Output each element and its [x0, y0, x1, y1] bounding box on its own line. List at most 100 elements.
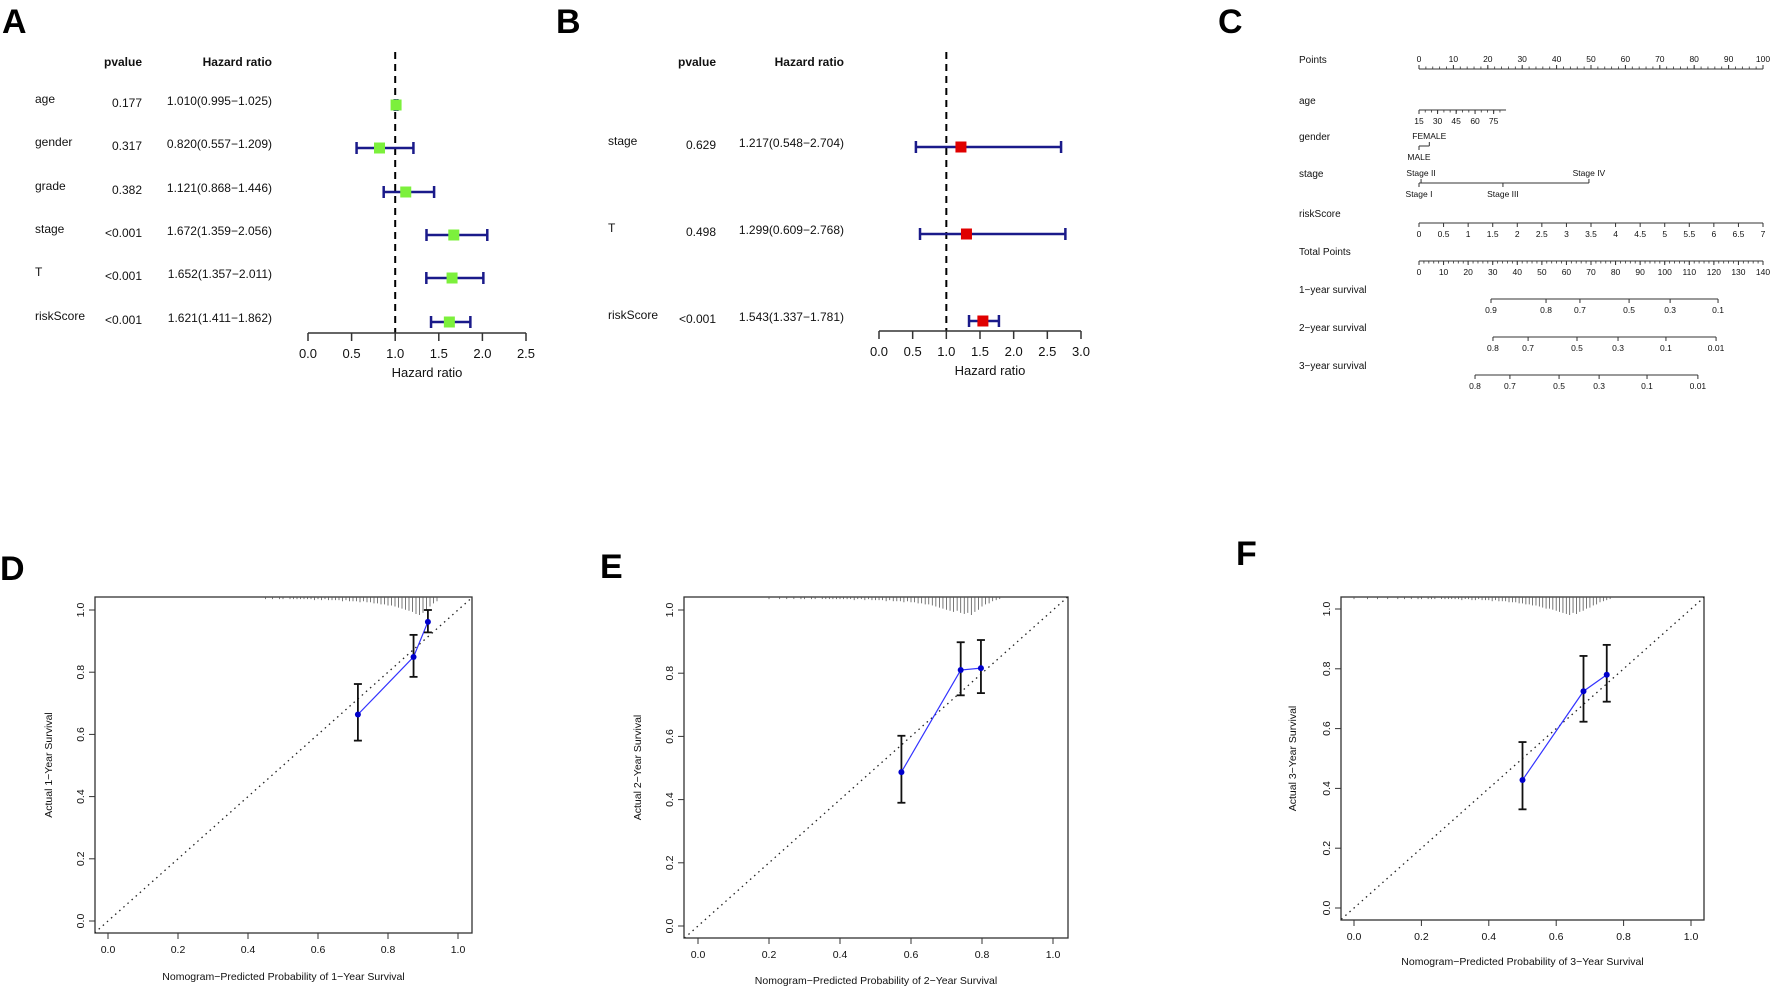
tick-label: 30 [1488, 267, 1498, 277]
x-axis-title: Nomogram−Predicted Probability of 2−Year… [755, 975, 997, 987]
x-axis-title: Nomogram−Predicted Probability of 3−Year… [1401, 956, 1643, 968]
tick-label: 0.5 [1571, 343, 1583, 353]
tick-label: 4.5 [1634, 229, 1646, 239]
x-tick-label: 0.0 [870, 344, 888, 359]
x-tick-label: 0.5 [904, 344, 922, 359]
variable-label: T [35, 265, 43, 279]
tick-label: 100 [1658, 267, 1672, 277]
tick-label: MALE [1407, 152, 1430, 162]
tick-label: 0.7 [1522, 343, 1534, 353]
forest-plot-univariate: pvalue Hazard ratio age 0.177 1.010(0.995−1.… [35, 52, 535, 380]
tick-label: 50 [1537, 267, 1547, 277]
tick-label: 30 [1517, 54, 1527, 64]
variable-label: riskScore [35, 309, 85, 323]
tick-label: Stage II [1406, 168, 1435, 178]
x-tick-label: 2.0 [473, 346, 491, 361]
tick-label: Stage IV [1573, 168, 1606, 178]
hazard-ratio-marker [374, 142, 386, 154]
plot-box [683, 596, 1069, 939]
variable-label: stage [35, 222, 65, 236]
tick-label: 1 [1466, 229, 1471, 239]
calibration-point [957, 667, 964, 674]
tick-label: 90 [1724, 54, 1734, 64]
nomogram-row: 1−year survival 0.9 0.8 0.7 0.5 0.3 0.1 [1299, 285, 1724, 315]
tick-label: 2.5 [1536, 229, 1548, 239]
tick-label: 0 [1417, 229, 1422, 239]
variable-label: riskScore [608, 308, 658, 322]
y-tick-label: 1.0 [664, 603, 676, 618]
calibration-point [1580, 688, 1587, 695]
nomogram-row-label: age [1299, 96, 1316, 107]
y-tick-label: 0.2 [1321, 841, 1333, 856]
hazard-ratio-value: 1.621(1.411−1.862) [168, 311, 272, 325]
tick-label: 0.1 [1712, 305, 1724, 315]
tick-label: 100 [1756, 54, 1770, 64]
x-tick-label: 0.6 [311, 944, 326, 956]
forest-row: grade 0.382 1.121(0.868−1.446) [35, 179, 436, 198]
nomogram-row: Total Points 0 10 20 30 40 50 60 70 80 90 100 110 120… [1299, 247, 1770, 277]
hazard-ratio-value: 1.121(0.868−1.446) [167, 181, 272, 195]
y-tick-label: 1.0 [1321, 602, 1333, 617]
x-tick-label: 0.2 [1414, 931, 1429, 943]
tick-label: 15 [1414, 116, 1424, 126]
x-tick-label: 1.0 [1046, 949, 1061, 961]
hazard-ratio-marker [955, 141, 967, 153]
calibration-line [900, 667, 981, 773]
panel-label-b: B [556, 3, 581, 41]
pvalue-header: pvalue [104, 55, 142, 69]
pvalue-value: 0.317 [112, 139, 142, 153]
x-axis-title: Nomogram−Predicted Probability of 1−Year… [162, 971, 404, 983]
panel-label-d: D [0, 550, 25, 588]
tick-label: Stage I [1406, 189, 1433, 199]
x-tick-label: 0.4 [241, 944, 256, 956]
tick-label: 0.7 [1504, 381, 1516, 391]
x-tick-label: 1.0 [1684, 931, 1699, 943]
tick-label: 1.5 [1487, 229, 1499, 239]
tick-label: 0.8 [1469, 381, 1481, 391]
tick-label: 6 [1711, 229, 1716, 239]
pvalue-value: 0.177 [112, 96, 142, 110]
x-tick-label: 0.8 [975, 949, 990, 961]
x-tick-label: 1.5 [430, 346, 448, 361]
forest-row: gender 0.317 0.820(0.557−1.209) [35, 135, 415, 154]
tick-label: 0.3 [1593, 381, 1605, 391]
nomogram-row: 2−year survival 0.8 0.7 0.5 0.3 0.1 0.01 [1299, 323, 1725, 353]
pvalue-value: <0.001 [105, 226, 142, 240]
tick-label: 20 [1463, 267, 1473, 277]
hazard-ratio-marker [977, 315, 989, 327]
tick-label: 0.3 [1664, 305, 1676, 315]
hazard-ratio-value: 1.652(1.357−2.011) [168, 267, 272, 281]
hazard-ratio-marker [443, 316, 455, 328]
tick-label: 110 [1683, 267, 1697, 277]
tick-label: 0.8 [1540, 305, 1552, 315]
tick-label: 45 [1451, 116, 1461, 126]
tick-label: 40 [1513, 267, 1523, 277]
x-tick-label: 0.0 [101, 944, 116, 956]
x-tick-label: 0.0 [299, 346, 317, 361]
y-tick-label: 0.8 [664, 666, 676, 681]
plot-box [94, 596, 473, 934]
calibration-point [977, 665, 984, 672]
hazard-ratio-value: 1.543(1.337−1.781) [739, 310, 844, 324]
tick-label: 0.1 [1641, 381, 1653, 391]
x-tick-label: 0.0 [1347, 931, 1362, 943]
y-tick-label: 0.4 [75, 789, 87, 804]
tick-label: 70 [1655, 54, 1665, 64]
y-tick-label: 0.4 [664, 792, 676, 807]
hazard-ratio-marker [960, 228, 972, 240]
ideal-diagonal-line [684, 597, 1068, 938]
x-tick-label: 0.8 [1616, 931, 1631, 943]
calibration-plot-1-year: 0.0 0.2 0.4 0.6 0.8 1.0 0.0 0.2 0.4 0.6 0.8 1.0 Nomo… [43, 596, 473, 983]
x-tick-label: 0.6 [1549, 931, 1564, 943]
x-axis-title: Hazard ratio [392, 365, 463, 380]
x-tick-label: 1.0 [386, 346, 404, 361]
x-tick-label: 0.6 [904, 949, 919, 961]
tick-label: 0.9 [1485, 305, 1497, 315]
nomogram-row: Points 0 10 20 30 40 50 60 70 80 90 100 [1299, 54, 1770, 70]
tick-label: 0.7 [1574, 305, 1586, 315]
y-axis-title: Actual 2−Year Survival [632, 715, 644, 821]
forest-plot-multivariate: pvalue Hazard ratio stage 0.629 1.217(0.548−… [608, 52, 1090, 378]
tick-label: 0.01 [1708, 343, 1725, 353]
y-tick-label: 1.0 [75, 603, 87, 618]
